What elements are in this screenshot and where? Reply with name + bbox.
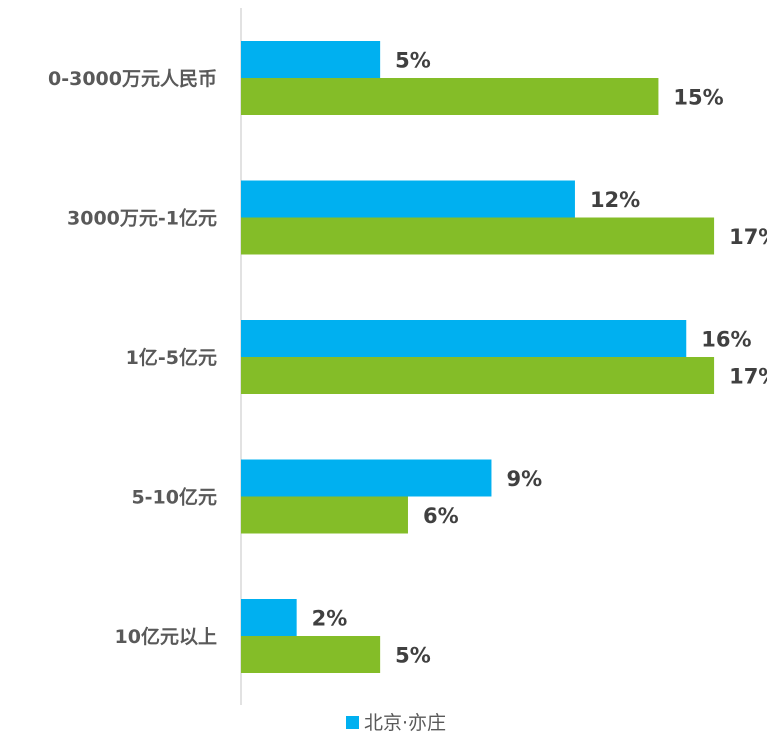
category-label: 5-10亿元: [131, 486, 217, 509]
data-label: 17%: [729, 365, 767, 389]
bar-series-1: [241, 599, 297, 636]
category-label: 3000万元-1亿元: [67, 207, 217, 230]
data-label: 17%: [729, 225, 767, 249]
data-label: 5%: [395, 49, 431, 73]
bar-series-2: [241, 78, 659, 115]
data-label: 9%: [506, 467, 542, 491]
data-label: 5%: [395, 644, 431, 668]
bar-series-2: [241, 357, 715, 394]
bar-series-1: [241, 459, 492, 497]
bar-series-2: [241, 636, 381, 673]
data-label: 15%: [673, 86, 723, 110]
legend-label: 北京·亦庄: [364, 712, 446, 734]
bar-series-1: [241, 180, 575, 218]
data-label: 16%: [701, 328, 751, 352]
bar-series-2: [241, 217, 715, 255]
legend-swatch: [346, 716, 359, 729]
category-label: 1亿-5亿元: [126, 346, 217, 369]
bar-series-1: [241, 320, 687, 357]
bar-series-1: [241, 41, 381, 78]
category-label: 10亿元以上: [115, 625, 217, 648]
category-label: 0-3000万元人民币: [48, 68, 217, 90]
data-label: 12%: [590, 188, 640, 212]
bar-series-2: [241, 496, 408, 534]
data-label: 6%: [423, 504, 459, 528]
data-label: 2%: [312, 607, 348, 631]
